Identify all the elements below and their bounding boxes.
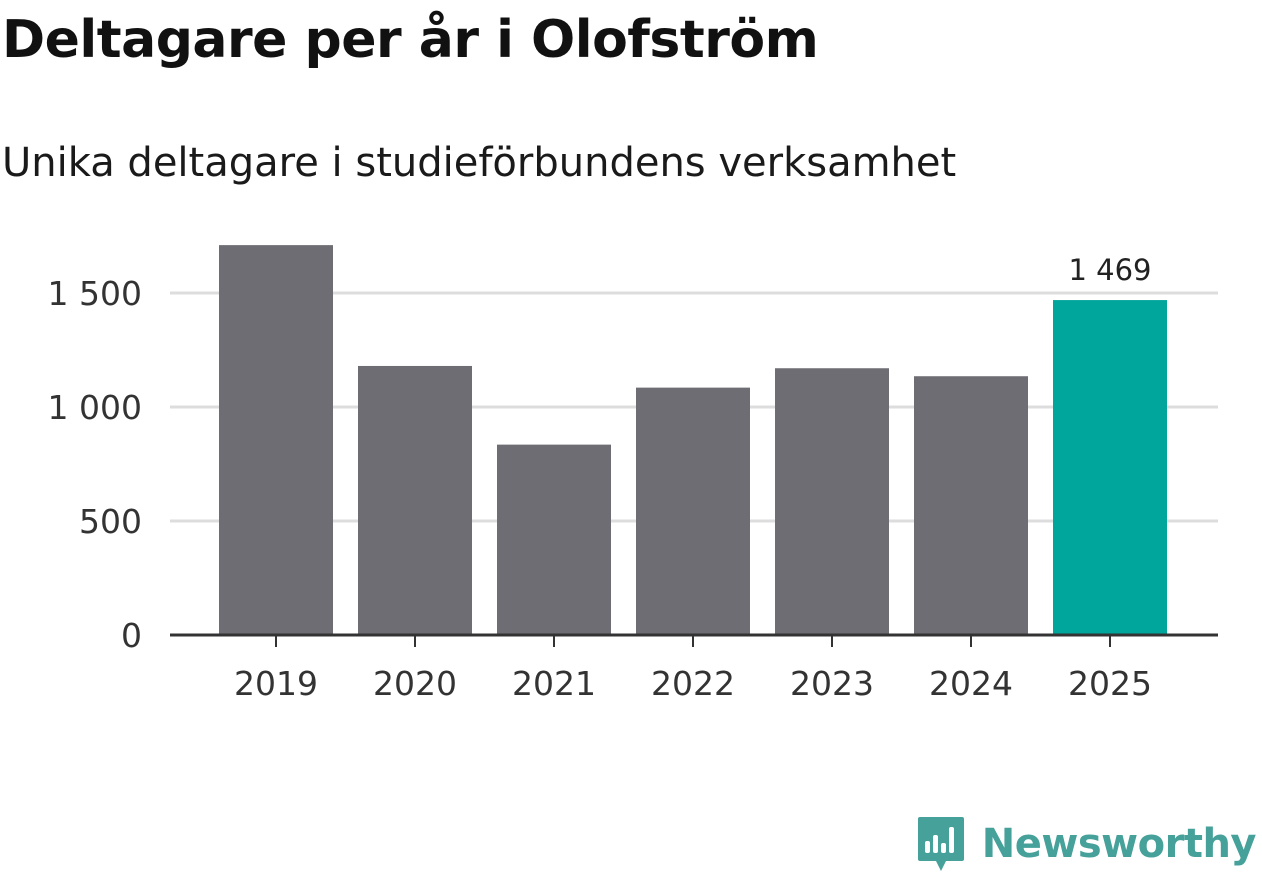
x-tick-label: 2025 — [1068, 664, 1152, 703]
bar-2020 — [358, 365, 472, 635]
x-tick-label: 2024 — [929, 664, 1013, 703]
x-tick-label: 2019 — [234, 664, 318, 703]
bars — [219, 245, 1167, 635]
bar-2023 — [775, 368, 889, 635]
bar-2019 — [219, 245, 333, 635]
y-tick-label: 500 — [79, 502, 142, 541]
axes — [170, 633, 1218, 647]
data-label: 1 469 — [1068, 253, 1151, 287]
labels: 0 500 1 000 1 500 2019 2020 2021 2022 2023 2024 20… — [48, 253, 1152, 703]
x-tick-label: 2020 — [373, 664, 457, 703]
newsworthy-logo-text: Newsworthy — [981, 821, 1257, 867]
bar-2024 — [914, 376, 1028, 635]
x-tick-label: 2023 — [790, 664, 874, 703]
bar-2021 — [497, 444, 611, 635]
y-tick-label: 0 — [121, 616, 142, 655]
bar-2022 — [636, 387, 750, 635]
newsworthy-logo: Newsworthy — [916, 815, 1257, 873]
x-tick-label: 2022 — [651, 664, 735, 703]
bar-2025 — [1053, 300, 1167, 635]
y-tick-label: 1 000 — [48, 388, 142, 427]
chart-title: Deltagare per år i Olofström — [2, 10, 819, 70]
chart-subtitle: Unika deltagare i studieförbundens verks… — [2, 140, 957, 186]
x-tick-label: 2021 — [512, 664, 596, 703]
newsworthy-logo-icon — [917, 817, 964, 871]
y-tick-label: 1 500 — [48, 274, 142, 313]
